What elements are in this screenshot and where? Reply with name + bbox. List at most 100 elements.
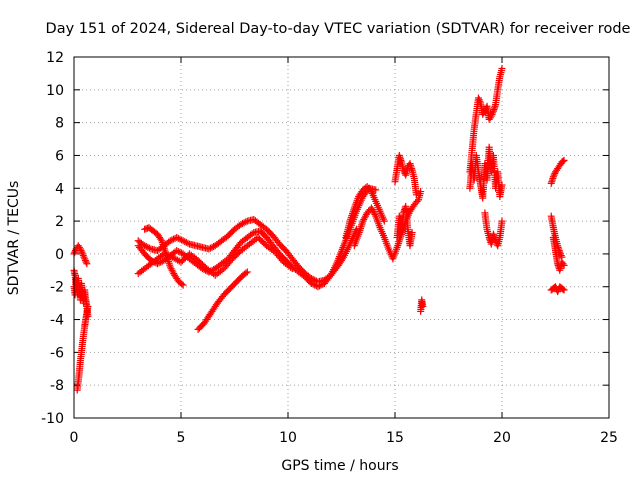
data-point (560, 156, 568, 164)
data-point (239, 220, 247, 228)
x-tick-label: 10 (279, 430, 297, 446)
series-s18 (547, 156, 568, 187)
data-point (278, 256, 286, 264)
axis-ticks: 0 5 10 15 20 25 -10 -8 -6 -4 -2 0 2 4 6 8 10 12 (41, 50, 618, 446)
data-point (182, 238, 190, 246)
series-s13 (393, 202, 416, 250)
chart-title: Day 151 of 2024, Sidereal Day-to-day VTE… (46, 21, 631, 37)
data-point (370, 209, 378, 217)
data-point (71, 248, 79, 256)
data-point (237, 220, 245, 228)
data-point (178, 236, 186, 244)
data-point (361, 214, 369, 222)
data-point (487, 112, 495, 120)
data-point (368, 206, 376, 214)
data-point (166, 263, 174, 271)
series-s05 (134, 184, 380, 286)
data-point (308, 279, 316, 287)
y-tick-label: 8 (55, 116, 64, 132)
data-point (78, 289, 86, 297)
data-point (317, 281, 325, 289)
data-point (339, 255, 347, 263)
data-point (77, 291, 85, 299)
data-point (316, 282, 324, 290)
data-point (77, 247, 85, 255)
data-point (287, 263, 295, 271)
series-s17 (481, 209, 506, 250)
x-tick-label: 0 (70, 430, 79, 446)
data-point (371, 211, 379, 219)
data-point (560, 286, 568, 294)
data-point (79, 288, 87, 296)
series-s01 (70, 242, 91, 268)
data-point (178, 280, 186, 288)
y-tick-label: 0 (55, 247, 64, 263)
data-point (380, 217, 388, 225)
series-s08 (141, 224, 187, 289)
data-point (413, 197, 421, 205)
data-point (206, 244, 214, 252)
data-point (476, 97, 484, 105)
y-tick-label: 4 (55, 181, 64, 197)
data-point (309, 280, 317, 288)
data-point (179, 237, 187, 245)
data-point (184, 239, 192, 247)
data-point (314, 283, 322, 291)
data-point (181, 238, 189, 246)
data-point (559, 285, 567, 293)
data-point (81, 255, 89, 263)
data-point (173, 247, 181, 255)
x-tick-label: 15 (386, 430, 404, 446)
data-point (498, 217, 506, 225)
data-point (361, 212, 369, 220)
plot-frame (73, 56, 610, 419)
data-point (489, 109, 497, 117)
series-s04 (73, 302, 92, 394)
series-s12 (391, 151, 420, 199)
y-tick-label: -4 (50, 313, 64, 329)
data-point (166, 237, 174, 245)
data-point (144, 243, 152, 251)
x-tick-label: 5 (177, 430, 186, 446)
data-point (168, 266, 176, 274)
x-axis-label: GPS time / hours (281, 458, 398, 474)
data-point (168, 236, 176, 244)
data-point (243, 268, 251, 276)
data-point (167, 265, 175, 273)
data-point (488, 110, 496, 118)
y-tick-label: -6 (50, 345, 64, 361)
data-point (408, 229, 416, 237)
data-point (240, 219, 248, 227)
data-point (176, 248, 184, 256)
series-s20 (549, 234, 568, 274)
data-point (84, 302, 92, 310)
data-point (142, 243, 150, 251)
data-point (369, 207, 377, 215)
data-point (82, 258, 90, 266)
data-point (173, 234, 181, 241)
data-point (475, 96, 483, 104)
data-point (170, 235, 178, 243)
data-point (559, 260, 567, 268)
x-tick-label: 25 (600, 430, 618, 446)
y-tick-label: 2 (55, 214, 64, 230)
data-point (554, 288, 562, 296)
y-axis-label: SDTVAR / TECUs (6, 181, 22, 296)
series-s06 (134, 225, 360, 291)
data-point (417, 188, 425, 196)
y-tick-label: -2 (50, 280, 64, 296)
data-point (76, 293, 84, 301)
data-point (419, 302, 427, 310)
series-s14 (417, 296, 427, 315)
x-tick-label: 20 (493, 430, 511, 446)
y-tick-label: 6 (55, 148, 64, 164)
data-point (474, 94, 482, 102)
data-point (218, 266, 226, 274)
data-point (205, 245, 213, 253)
data-point (549, 173, 557, 181)
series-s16 (466, 143, 506, 202)
data-point (141, 242, 149, 250)
data-point (79, 250, 87, 258)
data-point (367, 204, 375, 212)
series-s03 (70, 275, 87, 301)
